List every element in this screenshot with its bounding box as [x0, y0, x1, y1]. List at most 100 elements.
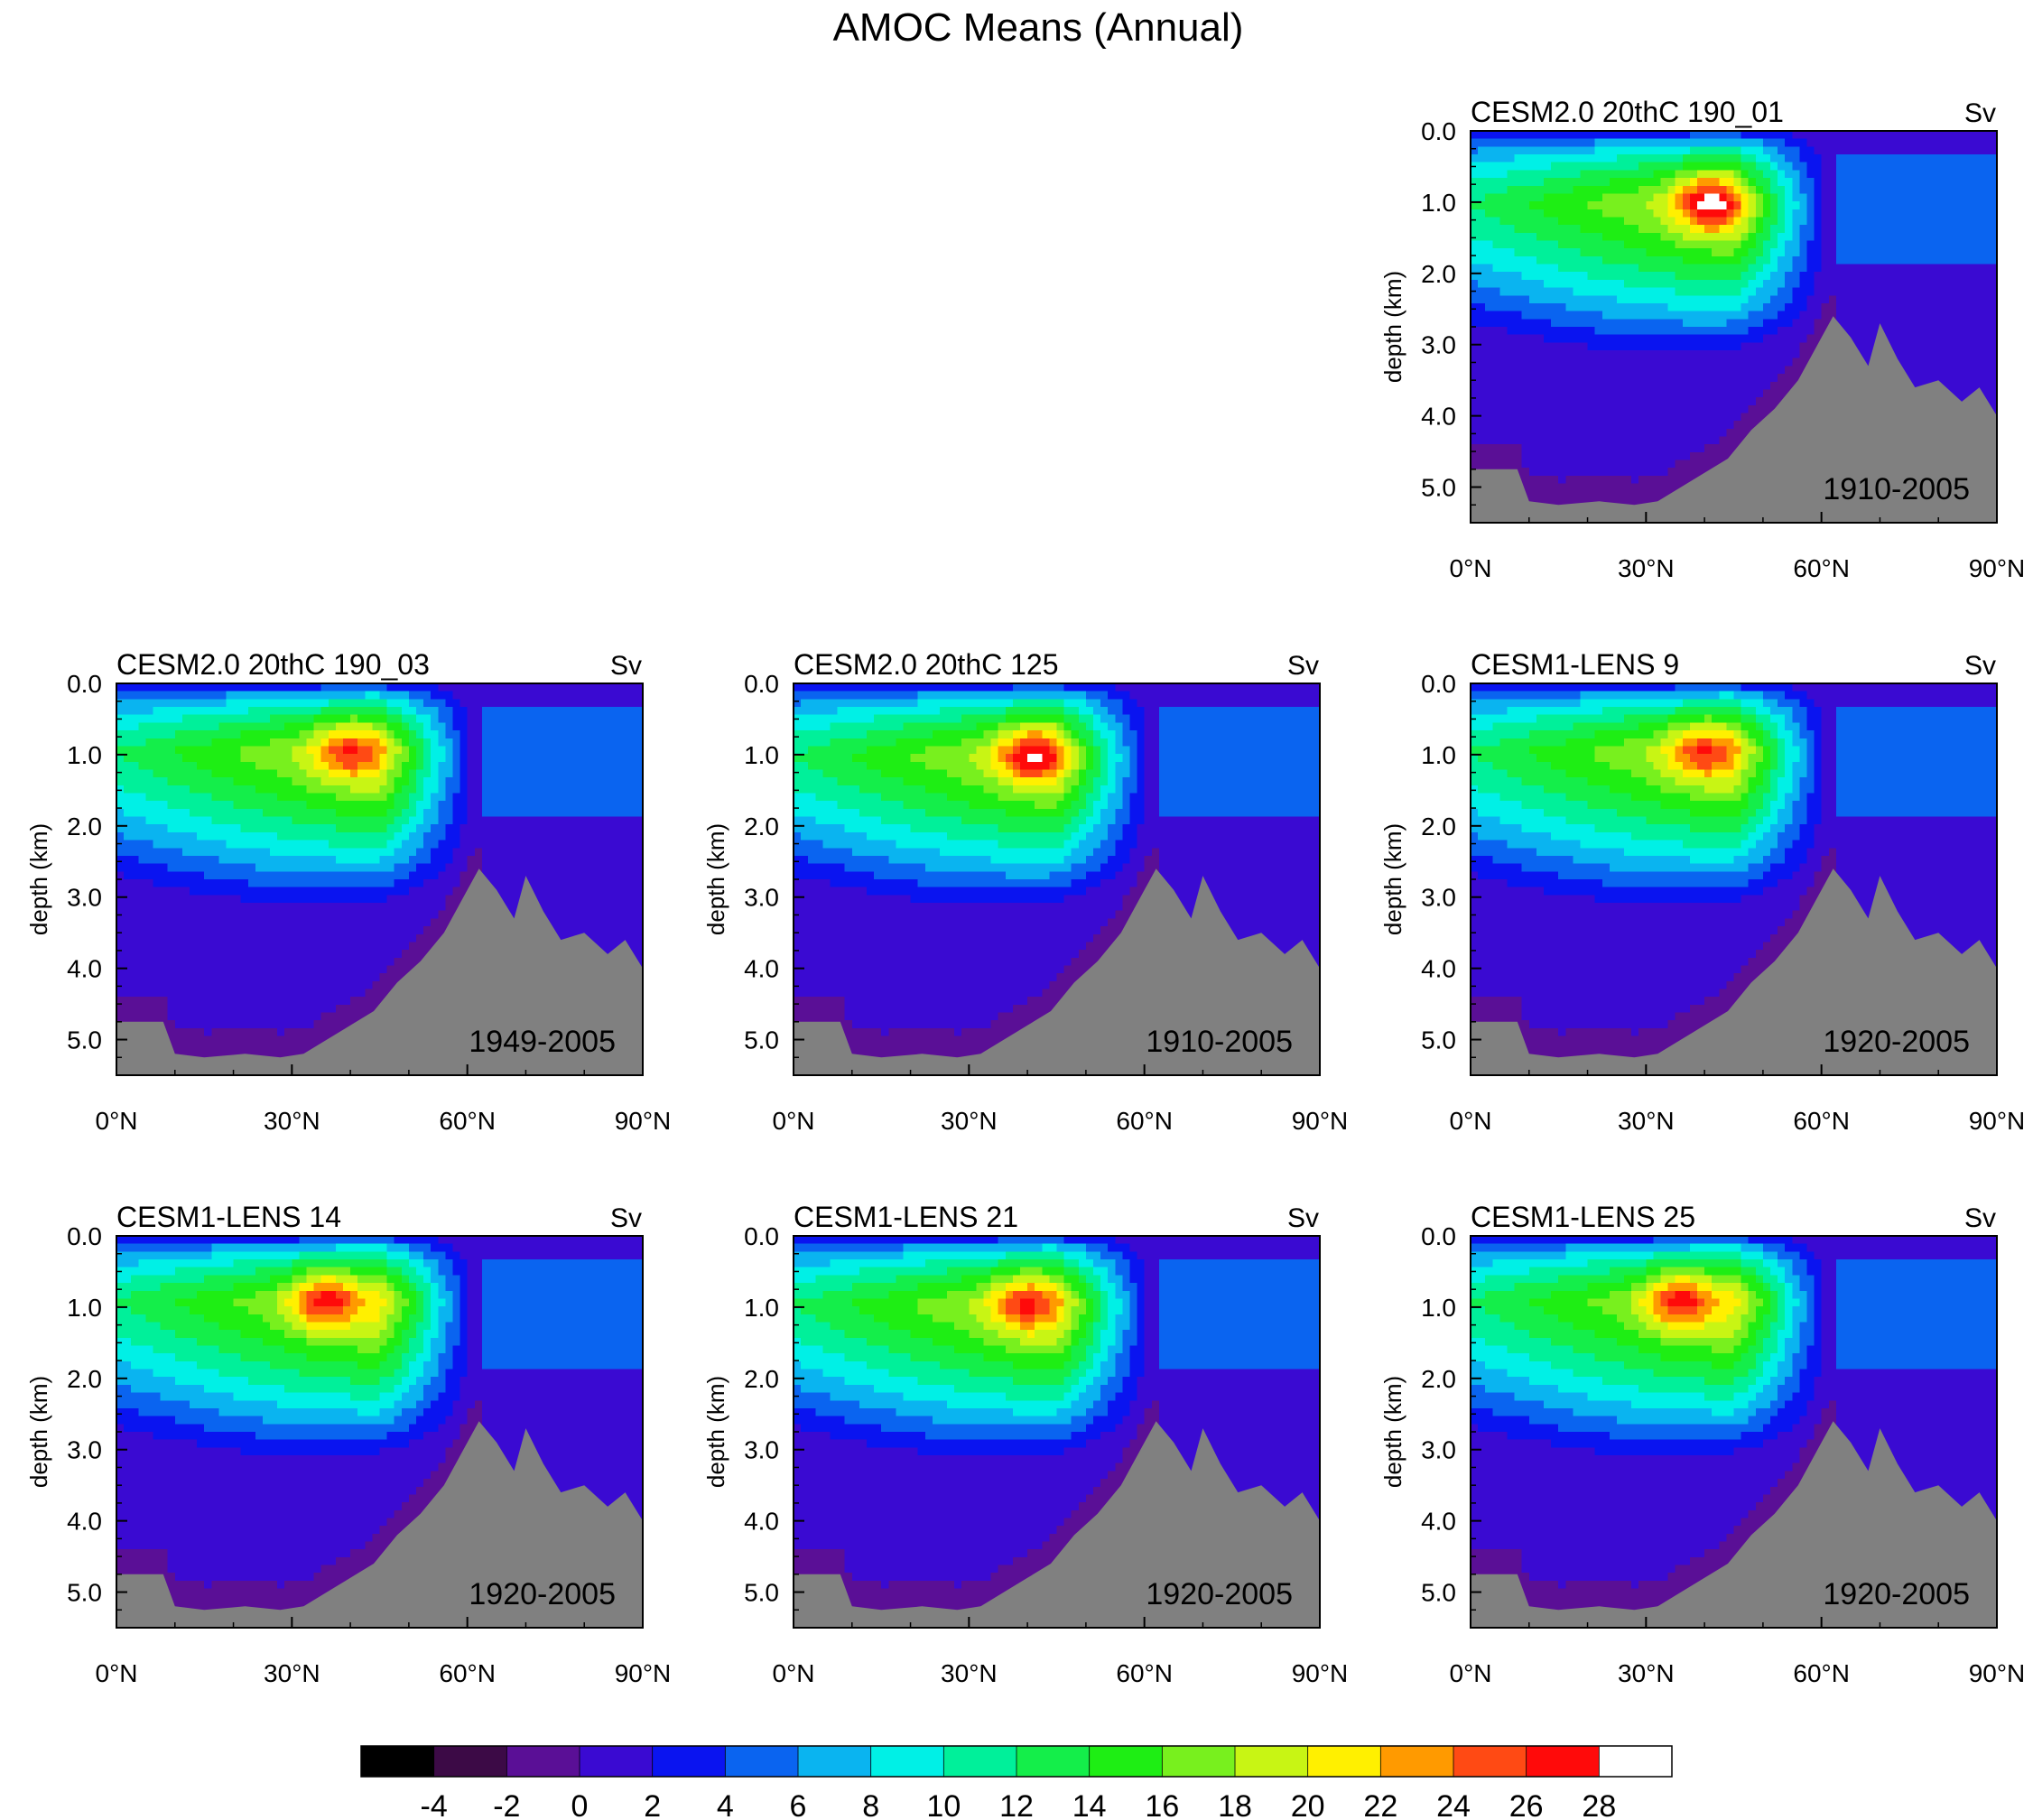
field-cell: [822, 683, 831, 692]
field-cell: [116, 785, 125, 810]
field-cell: [1594, 691, 1603, 700]
field-cell: [438, 1251, 446, 1276]
field-cell: [1587, 475, 1596, 524]
field-cell: [488, 683, 497, 708]
field-cell: [1726, 255, 1735, 265]
field-cell: [408, 1439, 417, 1496]
field-cell: [189, 1251, 198, 1260]
field-cell: [1653, 170, 1662, 187]
field-cell: [1543, 1027, 1552, 1076]
field-cell: [431, 1432, 439, 1472]
field-cell: [1682, 279, 1691, 296]
field-cell: [1035, 754, 1043, 763]
field-cell: [1682, 327, 1691, 336]
field-cell: [822, 1392, 831, 1417]
field-cell: [1719, 848, 1728, 865]
field-cell: [1638, 162, 1647, 179]
field-cell: [226, 1580, 235, 1629]
field-cell: [247, 831, 256, 849]
field-cell: [1609, 808, 1618, 833]
field-cell: [881, 1407, 889, 1433]
field-cell: [591, 683, 600, 708]
field-cell: [1792, 761, 1800, 802]
field-cell: [1100, 785, 1109, 810]
field-cell: [1887, 707, 1896, 818]
field-cell: [1726, 154, 1735, 163]
field-cell: [1012, 1290, 1021, 1315]
field-cell: [255, 1360, 264, 1386]
field-cell: [837, 722, 846, 739]
field-cell: [801, 840, 809, 857]
field-cell: [801, 1243, 809, 1252]
field-cell: [1689, 707, 1698, 716]
field-cell: [1587, 824, 1596, 849]
field-cell: [452, 699, 461, 731]
field-cell: [1005, 1360, 1014, 1378]
field-cell: [917, 1283, 926, 1300]
field-cell: [1682, 178, 1691, 187]
field-cell: [1778, 863, 1786, 880]
field-cell: [116, 871, 125, 998]
field-cell: [320, 1290, 330, 1307]
field-cell: [808, 730, 816, 748]
y-tick-label: 3.0: [67, 884, 102, 912]
field-cell: [562, 707, 571, 818]
field-cell: [917, 831, 926, 849]
y-tick-label: 1.0: [67, 1294, 102, 1322]
field-cell: [983, 1439, 992, 1456]
field-cell: [1536, 887, 1545, 1029]
field-cell: [837, 1251, 846, 1260]
field-cell: [415, 1400, 424, 1417]
field-cell: [1733, 871, 1742, 888]
field-cell: [372, 903, 381, 982]
field-cell: [822, 714, 831, 731]
field-cell: [1631, 225, 1639, 249]
field-cell: [1682, 185, 1691, 195]
field-cell: [1312, 707, 1321, 818]
field-cell: [874, 691, 882, 700]
field-cell: [211, 1322, 219, 1347]
field-cell: [299, 903, 308, 1029]
field-cell: [1697, 714, 1705, 723]
field-cell: [903, 1400, 912, 1417]
field-cell: [1733, 319, 1742, 336]
field-cell: [1646, 871, 1655, 888]
field-cell: [570, 683, 578, 708]
field-cell: [197, 1369, 205, 1386]
field-cell: [1115, 871, 1123, 912]
field-cell: [174, 699, 183, 708]
x-tick-label: 60°N: [1793, 554, 1850, 582]
field-cell: [1012, 785, 1021, 794]
field-cell: [1528, 746, 1537, 755]
field-cell: [822, 1353, 831, 1378]
field-cell: [292, 683, 301, 692]
field-cell: [969, 714, 978, 731]
field-cell: [1092, 848, 1101, 872]
field-cell: [859, 1267, 868, 1284]
field-cell: [932, 1298, 941, 1323]
field-cell: [1035, 785, 1043, 794]
field-cell: [372, 1353, 381, 1370]
field-cell: [1697, 777, 1705, 786]
field-cell: [335, 1251, 344, 1260]
field-cell: [1478, 714, 1486, 731]
field-cell: [1499, 146, 1509, 163]
field-cell: [976, 1455, 985, 1582]
field-cell: [932, 1251, 941, 1260]
field-cell: [401, 1243, 410, 1252]
field-cell: [888, 1353, 896, 1378]
field-cell: [1712, 730, 1720, 739]
field-cell: [1543, 342, 1552, 477]
field-cell: [255, 808, 264, 833]
field-cell: [1682, 162, 1691, 171]
field-cell: [932, 1236, 941, 1245]
field-cell: [1478, 131, 1486, 140]
field-cell: [292, 1314, 301, 1331]
field-cell: [1536, 240, 1545, 265]
field-cell: [1027, 1369, 1035, 1386]
field-cell: [1020, 746, 1028, 771]
field-cell: [247, 1432, 256, 1456]
field-cell: [939, 1027, 948, 1076]
field-cell: [1543, 319, 1552, 343]
